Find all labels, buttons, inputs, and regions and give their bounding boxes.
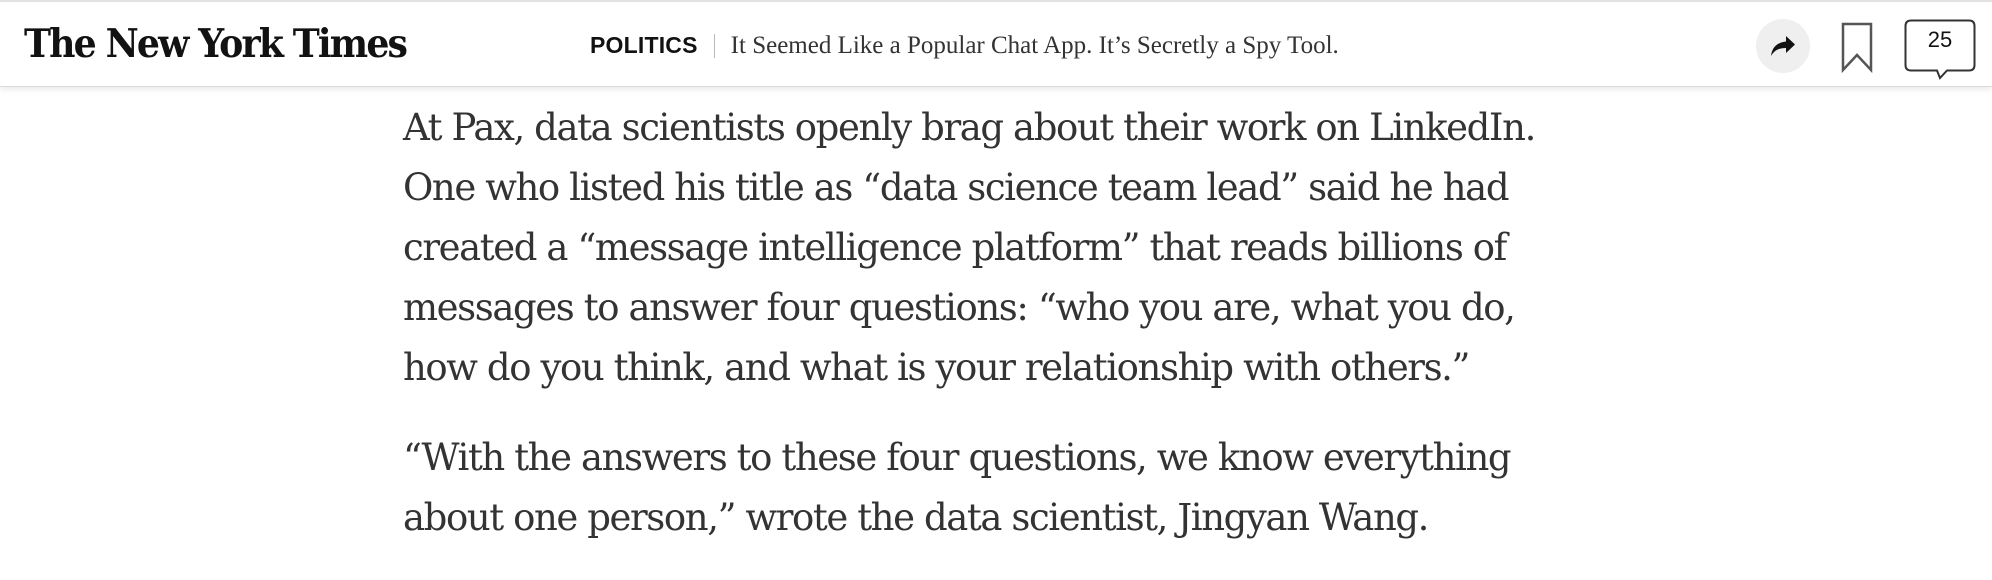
paragraph-line: At Pax, data scientists openly brag abou… [403,106,1536,149]
header-title-bar: POLITICS It Seemed Like a Popular Chat A… [590,2,1339,89]
nyt-logo[interactable]: The New York Times [24,21,408,67]
article-paragraph: “With the answers to these four question… [403,428,1603,548]
share-button[interactable] [1756,19,1810,73]
sticky-header: The New York Times POLITICS It Seemed Li… [0,0,1992,87]
article-body: At Pax, data scientists openly brag abou… [403,98,1603,548]
article-paragraph: At Pax, data scientists openly brag abou… [403,98,1603,398]
paragraph-line: messages to answer four questions: “who … [403,286,1516,329]
paragraph-line: “With the answers to these four question… [403,436,1512,479]
comments-button[interactable]: 25 [1904,19,1976,81]
bookmark-icon [1841,22,1873,74]
paragraph-line: One who listed his title as “data scienc… [403,166,1510,209]
save-button[interactable] [1841,22,1873,74]
paragraph-line: about one person,” wrote the data scient… [403,496,1429,539]
share-arrow-icon [1771,36,1795,56]
title-divider [713,33,715,58]
section-link-politics[interactable]: POLITICS [590,32,698,58]
comment-bubble-icon [1904,19,1976,80]
paragraph-line: how do you think, and what is your relat… [403,346,1470,389]
paragraph-line: created a “message intelligence platform… [403,226,1507,269]
article-headline: It Seemed Like a Popular Chat App. It’s … [730,31,1339,59]
comment-count: 25 [1927,27,1953,52]
